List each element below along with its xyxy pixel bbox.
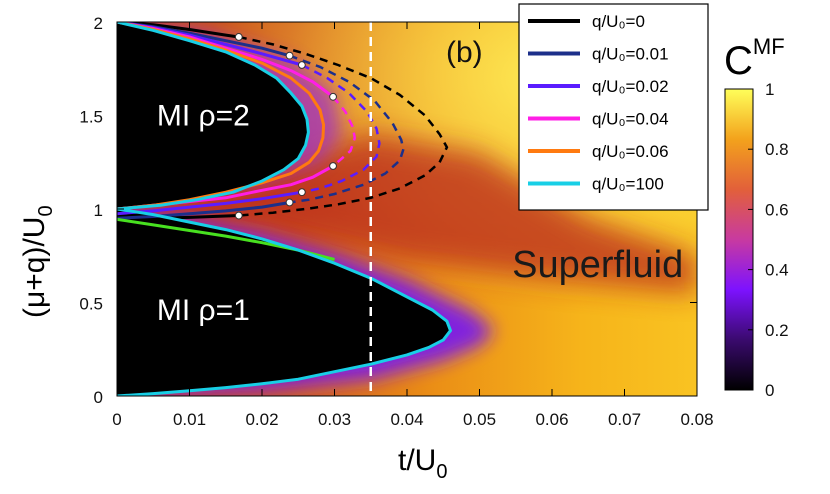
colorbar-tick-label: 0.2 [765,321,789,340]
series-marker-3-1 [329,162,337,170]
series-marker-0-1 [234,211,243,220]
legend-label: q/U₀=0.01 [592,45,669,64]
series-marker-1-0 [285,51,294,60]
x-tick-label: 0.03 [318,410,351,429]
series-line-lower-1 [117,201,290,220]
legend-label: q/U₀=100 [592,175,664,194]
series-marker-3-0 [329,92,337,101]
colorbar-tick-label: 0 [765,381,774,400]
series-line-lower-2 [117,190,303,216]
colorbar-tick-label: 0.6 [765,200,789,219]
y-tick-label: 2 [94,14,103,33]
legend-box [518,3,709,211]
series-line-5 [117,22,452,396]
colorbar-ticks: 0 0.2 0.4 0.6 0.8 1 [748,80,789,400]
legend-label: q/U₀=0.04 [592,110,669,129]
region-label-mi-rho1: MI ρ=1 [157,294,250,327]
legend-label: q/U₀=0 [592,12,645,31]
x-tick-label: 0.01 [173,410,206,429]
colorbar-tick-label: 0.8 [765,140,789,159]
y-tick-label: 0 [94,388,103,407]
y-tick-label: 1 [94,201,103,220]
series-marker-0-0 [234,33,243,41]
x-tick-label: 0 [112,410,121,429]
colorbar-bar [724,88,754,391]
legend-label: q/U₀=0.02 [592,77,669,96]
region-label-mi-rho2: MI ρ=2 [157,100,250,133]
boundary-curves [117,22,452,396]
x-tick-label: 0.05 [463,410,496,429]
x-tick-label: 0.06 [535,410,568,429]
series-marker-2-0 [297,61,306,69]
x-axis-ticks: 0 0.01 0.02 0.03 0.04 0.05 0.06 0.07 0.08 [112,22,714,429]
series-5 [117,22,452,396]
colorbar-tick-label: 1 [765,80,774,99]
panel-label: (b) [446,36,483,69]
series-marker-1-1 [285,198,294,207]
series-dashed-0 [238,35,449,217]
series-dashed-2 [301,63,381,194]
series-dashed-1 [289,54,405,204]
y-axis-label: (μ+q)/U0 [18,205,57,318]
x-tick-label: 0.04 [390,410,423,429]
superfluid-label: Superfluid [512,244,683,286]
legend: q/U₀=0 q/U₀=0.01 q/U₀=0.02 q/U₀=0.04 q/U₀=0.… [518,3,709,211]
y-tick-label: 1.5 [79,108,103,127]
x-tick-label: 0.08 [680,410,713,429]
y-axis-ticks: 0 0.5 1 1.5 2 [79,14,697,407]
colorbar: CMF 0 0.2 0.4 0.6 0.8 1 [724,34,789,400]
series-dashed-3 [332,96,357,167]
colorbar-title: CMF [724,34,785,83]
legend-items: q/U₀=0 q/U₀=0.01 q/U₀=0.02 q/U₀=0.04 q/U₀=0.… [528,12,669,194]
x-tick-label: 0.07 [608,410,641,429]
x-axis-label: t/U0 [398,444,447,483]
x-tick-label: 0.02 [245,410,278,429]
mott-lobe-lower [117,209,451,396]
legend-label: q/U₀=0.06 [592,142,669,161]
colorbar-tick-label: 0.4 [765,261,789,280]
series-marker-2-1 [297,188,306,197]
y-tick-label: 0.5 [79,295,103,314]
